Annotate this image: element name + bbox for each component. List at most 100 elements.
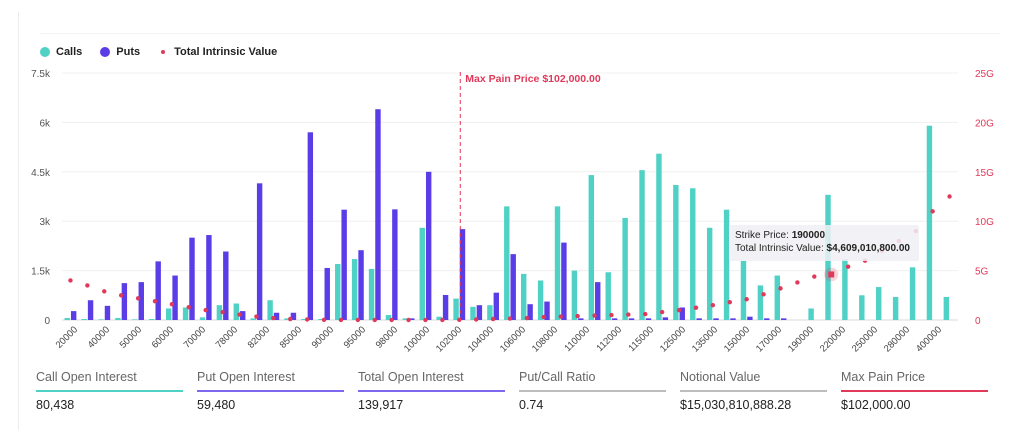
intrinsic-point bbox=[135, 296, 141, 301]
x-tick-label: 150000 bbox=[722, 324, 752, 354]
stat-label: Call Open Interest bbox=[36, 370, 137, 384]
chart-tooltip: Strike Price: 190000 Total Intrinsic Val… bbox=[729, 225, 919, 261]
call-bar bbox=[470, 306, 476, 320]
intrinsic-point bbox=[744, 297, 749, 302]
x-tick-label: 280000 bbox=[882, 324, 912, 354]
intrinsic-point bbox=[930, 209, 935, 214]
call-bar bbox=[199, 317, 206, 320]
intrinsic-point bbox=[203, 307, 208, 313]
put-bar bbox=[256, 183, 263, 320]
intrinsic-point bbox=[659, 309, 665, 315]
divider bbox=[40, 33, 1000, 34]
y-left-tick-label: 7.5k bbox=[31, 69, 51, 80]
put-bar bbox=[493, 292, 500, 320]
x-tick-label: 112000 bbox=[594, 324, 624, 354]
put-bar bbox=[409, 318, 415, 320]
intrinsic-point bbox=[457, 317, 462, 323]
call-bar bbox=[909, 267, 916, 320]
call-bar bbox=[267, 300, 273, 320]
x-tick-label: 100000 bbox=[402, 324, 432, 354]
call-bar bbox=[165, 308, 172, 320]
tooltip-tiv-label: Total Intrinsic Value: bbox=[735, 243, 824, 254]
call-bar bbox=[504, 206, 510, 320]
intrinsic-point bbox=[778, 286, 783, 291]
intrinsic-point bbox=[271, 315, 276, 321]
stat-total-open-interest: Total Open Interest 139,917 bbox=[358, 368, 505, 418]
y-right-tick-label: 20G bbox=[975, 118, 994, 129]
intrinsic-swatch-icon bbox=[161, 50, 166, 54]
stat-underline bbox=[841, 390, 988, 392]
call-bar bbox=[605, 272, 611, 320]
call-bar bbox=[318, 319, 324, 320]
x-tick-label: 400000 bbox=[914, 324, 944, 354]
legend-item-puts[interactable]: Puts bbox=[100, 46, 140, 58]
y-left-tick-label: 1.5k bbox=[31, 267, 51, 278]
put-bar bbox=[307, 132, 314, 320]
intrinsic-point bbox=[372, 317, 377, 323]
x-tick-label: 102000 bbox=[434, 324, 464, 354]
stat-put-call-ratio: Put/Call Ratio 0.74 bbox=[519, 368, 666, 418]
legend-puts-label: Puts bbox=[116, 46, 141, 58]
open-interest-chart: 0 1.5k 3k 4.5k 6k 7.5k 0 5G 10G 15G 20G 25G Max Pain… bbox=[31, 69, 994, 355]
intrinsic-point bbox=[321, 317, 327, 323]
intrinsic-point bbox=[237, 312, 242, 317]
put-bar bbox=[510, 254, 516, 320]
intrinsic-point bbox=[761, 292, 766, 297]
stats-row: Call Open Interest 80,438 Put Open Inter… bbox=[36, 368, 988, 418]
y-right-tick-label: 0 bbox=[975, 316, 981, 327]
x-tick-label: 104000 bbox=[466, 324, 496, 354]
y-right-tick-label: 15G bbox=[975, 168, 994, 179]
put-bar bbox=[172, 275, 178, 320]
x-tick-label: 108000 bbox=[530, 324, 560, 354]
intrinsic-point bbox=[541, 314, 547, 320]
put-bar bbox=[527, 304, 533, 320]
stat-value: 80,438 bbox=[36, 398, 75, 412]
x-tick-label: 190000 bbox=[786, 324, 816, 354]
call-bar bbox=[926, 125, 933, 321]
stat-underline bbox=[680, 390, 827, 392]
put-bar bbox=[425, 171, 432, 320]
tooltip-strike-label: Strike Price: bbox=[735, 230, 789, 241]
put-bar bbox=[544, 301, 550, 320]
call-bar bbox=[639, 170, 645, 320]
x-tick-label: 60000 bbox=[150, 324, 176, 350]
stat-value: 139,917 bbox=[358, 398, 404, 412]
intrinsic-point bbox=[423, 317, 428, 323]
call-bar bbox=[859, 295, 865, 320]
intrinsic-point bbox=[102, 289, 107, 294]
intrinsic-point bbox=[304, 317, 310, 322]
call-bar bbox=[706, 227, 713, 320]
intrinsic-point bbox=[169, 301, 175, 307]
x-tick-label: 250000 bbox=[850, 324, 880, 354]
stat-underline bbox=[36, 390, 183, 392]
call-bar bbox=[64, 318, 70, 320]
y-left-tick-label: 3k bbox=[39, 217, 51, 228]
call-bar bbox=[723, 209, 730, 320]
call-bar bbox=[571, 270, 578, 320]
put-bar bbox=[459, 229, 466, 320]
call-bar bbox=[943, 296, 950, 320]
call-bar bbox=[537, 280, 544, 320]
call-bar bbox=[250, 318, 256, 320]
call-bar bbox=[284, 318, 290, 320]
call-bar bbox=[132, 319, 138, 320]
put-bar bbox=[645, 318, 652, 320]
y-left-tick-label: 4.5k bbox=[31, 168, 51, 179]
call-bar bbox=[216, 305, 223, 320]
put-bar bbox=[780, 318, 787, 320]
put-bar bbox=[87, 300, 94, 320]
intrinsic-point bbox=[85, 283, 90, 288]
put-bar bbox=[730, 318, 736, 320]
put-bar bbox=[155, 261, 161, 320]
intrinsic-point bbox=[355, 317, 361, 323]
put-bar bbox=[611, 318, 618, 320]
x-tick-label: 90000 bbox=[310, 324, 336, 350]
call-bar bbox=[335, 264, 341, 320]
put-bar bbox=[206, 235, 212, 320]
legend-item-calls[interactable]: Calls bbox=[40, 46, 82, 58]
legend-item-intrinsic[interactable]: Total Intrinsic Value bbox=[158, 46, 277, 58]
x-tick-label: 115000 bbox=[626, 324, 656, 354]
intrinsic-point bbox=[592, 313, 597, 318]
call-bar bbox=[554, 206, 561, 320]
x-tick-label: 20000 bbox=[54, 324, 80, 350]
